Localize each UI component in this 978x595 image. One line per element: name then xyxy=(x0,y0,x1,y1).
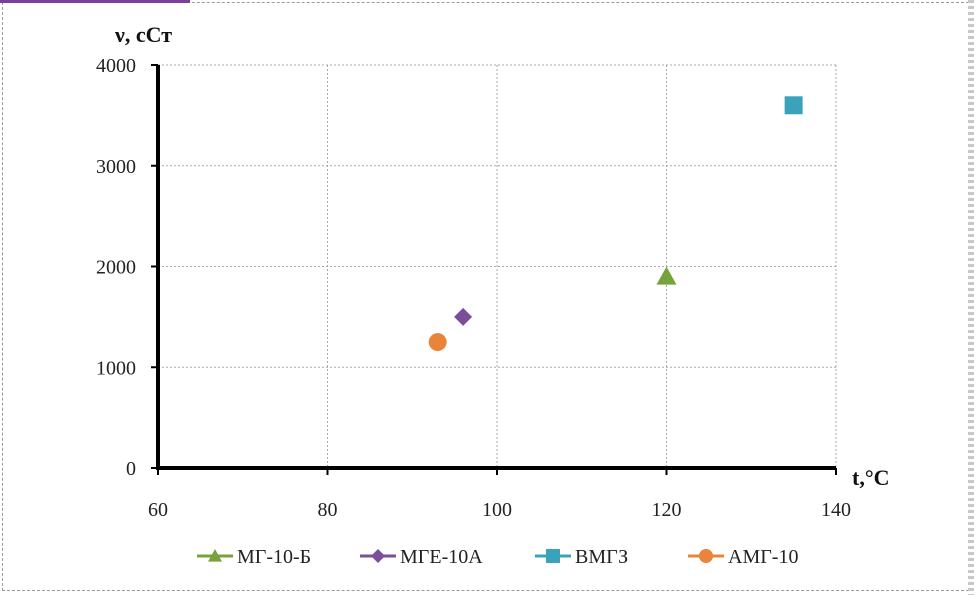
y-tick-label-2000: 2000 xyxy=(96,257,136,279)
legend-label-2: ВМГЗ xyxy=(575,546,628,568)
y-tick-label-4000: 4000 xyxy=(96,55,136,77)
grid-lines xyxy=(158,64,837,468)
legend-marker-1 xyxy=(371,549,385,563)
legend-item-3: АМГ-10 xyxy=(688,546,798,568)
tick-labels: 60 80 100 120 140 0 1000 2000 3000 4000 xyxy=(96,55,851,521)
legend: МГ-10-Б МГЕ-10А ВМГЗ АМГ-10 xyxy=(197,546,798,568)
x-tick-label-80: 80 xyxy=(318,499,338,521)
legend-marker-3 xyxy=(699,549,713,563)
legend-item-1: МГЕ-10А xyxy=(360,546,483,568)
data-point-series-2-0 xyxy=(784,96,803,115)
x-tick-label-140: 140 xyxy=(821,499,851,521)
x-tick-label-60: 60 xyxy=(148,499,168,521)
data-point-series-0-0 xyxy=(656,266,677,285)
data-points xyxy=(428,96,803,352)
x-tick-label-100: 100 xyxy=(482,499,512,521)
x-axis-title: t,°C xyxy=(852,465,890,490)
legend-marker-2 xyxy=(546,549,560,563)
legend-marker-0 xyxy=(208,549,222,562)
legend-item-0: МГ-10-Б xyxy=(197,546,311,568)
data-point-series-1-0 xyxy=(454,307,473,326)
x-tick-label-120: 120 xyxy=(652,499,682,521)
y-tick-label-0: 0 xyxy=(126,458,136,480)
legend-label-3: АМГ-10 xyxy=(728,546,798,568)
y-tick-label-1000: 1000 xyxy=(96,357,136,379)
legend-item-2: ВМГЗ xyxy=(535,546,628,568)
axes xyxy=(151,64,837,475)
legend-label-0: МГ-10-Б xyxy=(237,546,311,568)
top-accent-line xyxy=(0,0,190,3)
y-axis-title: ν, сСт xyxy=(114,22,172,47)
scrollbar-track xyxy=(968,0,974,595)
data-point-series-3-0 xyxy=(428,333,447,352)
y-tick-label-3000: 3000 xyxy=(96,156,136,178)
legend-label-1: МГЕ-10А xyxy=(400,546,483,568)
